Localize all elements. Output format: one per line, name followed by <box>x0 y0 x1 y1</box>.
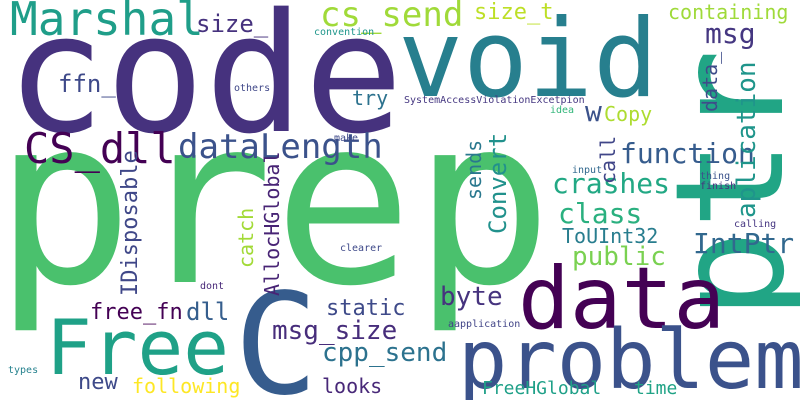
word-intptr: IntPtr <box>693 227 795 260</box>
word-c: C <box>234 264 319 400</box>
word-marshal: Marshal <box>10 0 204 46</box>
word-try: try <box>352 86 389 110</box>
word-cs-dll: CS_dll <box>24 124 176 173</box>
word-systemaccessviolationexcetpion: SystemAccessViolationExcetpion <box>404 95 585 106</box>
word-code: code <box>6 0 404 170</box>
word-byte: byte <box>440 282 503 312</box>
word-thing: thing <box>700 171 731 182</box>
word-crashes: crashes <box>552 167 671 200</box>
word-sends: sends <box>462 139 486 200</box>
word-public: public <box>572 242 666 272</box>
word-class: class <box>558 197 643 230</box>
word-ffn: ffn_ <box>58 70 116 98</box>
word-datalength: dataLength <box>178 127 383 167</box>
word-input: input <box>572 165 603 176</box>
word-function: function <box>620 137 755 170</box>
word-dll: dll <box>186 298 230 326</box>
word-cs-send: cs_send <box>320 0 464 35</box>
word-allochglobal: AllocHGlobal <box>260 151 284 297</box>
word-free-fn: free_fn <box>90 300 183 325</box>
word-static: static <box>326 296 406 321</box>
word-data-underscore: data_ <box>698 51 722 112</box>
word-calling: calling <box>734 219 777 230</box>
word-clearer: clearer <box>340 243 383 254</box>
word-void: void <box>398 0 659 122</box>
word-size-underscore: size_ <box>196 10 269 38</box>
word-msg-size: msg_size <box>272 316 398 346</box>
word-finish: finish <box>700 181 737 192</box>
word-call: call <box>596 135 620 184</box>
word-cpp-send: cpp_send <box>322 338 448 368</box>
word-size-t: size_t <box>474 0 554 25</box>
word-types: types <box>8 365 39 376</box>
word-problem: problem <box>458 313 800 400</box>
word-idisposable: IDisposable <box>118 150 143 296</box>
word-catch: catch <box>234 207 258 268</box>
word-following: following <box>132 374 241 398</box>
word-touint32: ToUInt32 <box>562 224 659 248</box>
word-msg: msg <box>705 17 756 50</box>
word-containing: containing <box>668 0 789 24</box>
word-looks: looks <box>322 374 383 398</box>
word-aplication: aplication <box>732 61 762 218</box>
word-time: time <box>634 378 678 399</box>
word-freehglobal: FreeHGlobal <box>482 378 602 399</box>
word-convert: Convert <box>484 132 512 234</box>
word-idea: idea <box>550 105 575 116</box>
word-convention: convention <box>314 27 375 38</box>
word-new: new <box>78 370 118 395</box>
word-others: others <box>234 83 271 94</box>
word-dont: dont <box>200 281 225 292</box>
word-make: make <box>334 133 359 144</box>
word-aapplication: aapplication <box>448 319 521 330</box>
word-prep: prep <box>0 67 553 337</box>
word-data: data <box>518 249 726 349</box>
word-copy: Copy <box>604 102 653 126</box>
word-free: Free <box>46 303 230 392</box>
word-w: w <box>585 95 602 128</box>
